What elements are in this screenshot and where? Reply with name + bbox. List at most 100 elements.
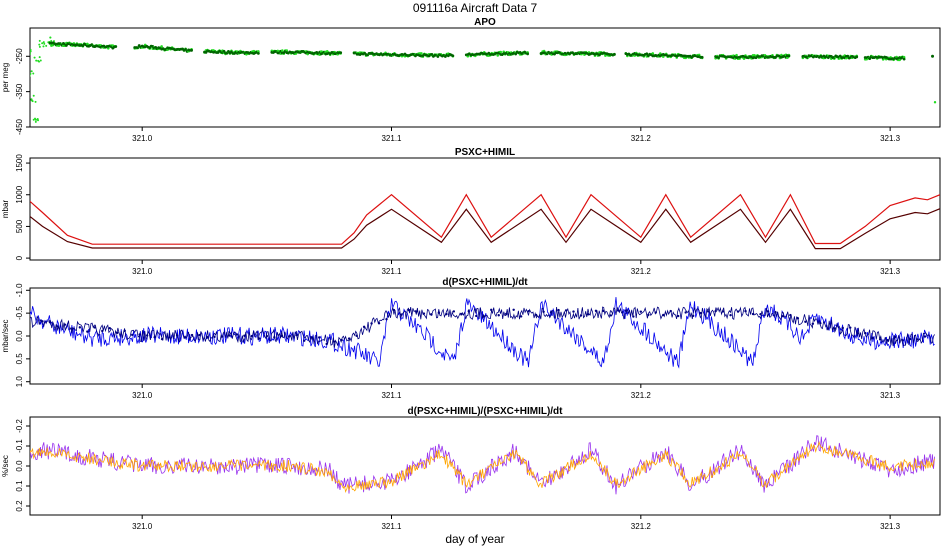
apo-point <box>281 49 284 52</box>
smooth-point <box>392 308 396 312</box>
x-tick-label: 321.1 <box>381 522 402 531</box>
apo-point <box>23 36 25 38</box>
y-tick-label: 0.2 <box>15 500 24 512</box>
x-axis-label: day of year <box>445 532 504 546</box>
apo-point <box>39 59 42 62</box>
x-tick-label: 321.2 <box>631 134 652 143</box>
smooth-point <box>220 335 224 338</box>
smooth-point <box>557 308 560 312</box>
y-tick-label: 0.0 <box>15 330 24 342</box>
apo-point <box>36 117 39 120</box>
apo-point <box>651 52 655 55</box>
apo-point <box>526 52 530 56</box>
apo-point <box>902 57 906 61</box>
y-axis-label: per meg <box>1 63 10 92</box>
apo-point <box>34 100 37 103</box>
apo-point <box>787 54 791 58</box>
apo-point <box>24 53 26 55</box>
apo-point <box>21 41 23 43</box>
smooth-point <box>415 310 418 313</box>
smooth-point <box>527 310 530 313</box>
x-tick-label: 321.0 <box>132 267 153 276</box>
apo-point <box>285 49 289 52</box>
plot-frame <box>29 27 941 128</box>
smooth-point <box>669 309 672 313</box>
smooth-point <box>430 313 433 316</box>
smooth-point <box>265 334 269 338</box>
smooth-point <box>542 310 545 313</box>
smooth-point <box>145 334 149 337</box>
y-tick-label: -0.2 <box>15 419 24 433</box>
apo-point <box>57 44 61 47</box>
smooth-point <box>86 330 89 333</box>
smooth-point <box>273 336 276 339</box>
apo-point <box>26 43 28 45</box>
smooth-point <box>422 312 426 315</box>
smooth-point <box>849 326 852 329</box>
smooth-point <box>183 336 186 339</box>
apo-point <box>25 41 27 43</box>
smooth-point <box>774 310 777 314</box>
apo-point <box>20 38 22 40</box>
smooth-point <box>377 322 381 325</box>
smooth-point <box>766 310 770 313</box>
smooth-point <box>512 308 515 312</box>
y-tick-label: 0.5 <box>15 353 24 365</box>
smooth-point <box>71 327 74 330</box>
smooth-point <box>138 333 141 336</box>
y-tick-label: -350 <box>15 83 24 100</box>
apo-point <box>30 48 32 51</box>
apo-point <box>38 39 41 42</box>
smooth-point <box>497 314 500 317</box>
smooth-point <box>923 335 927 338</box>
y-axis-label: mbar/sec <box>1 320 10 353</box>
apo-point <box>23 36 25 38</box>
smooth-point <box>721 310 725 313</box>
smooth-point <box>452 310 456 313</box>
apo-point <box>868 57 872 61</box>
smooth-point <box>93 326 97 329</box>
smooth-point <box>811 322 815 325</box>
smooth-point <box>706 310 710 313</box>
chart-panels: APO per meg -250 -350 -450 321.0 321.1 321.2 321… <box>1 17 941 531</box>
smooth-point <box>654 311 657 314</box>
smooth-point <box>400 313 403 316</box>
apo-point <box>52 40 55 43</box>
y-axis-label: %/sec <box>1 455 10 477</box>
apo-point <box>38 43 41 46</box>
apo-point <box>34 120 37 123</box>
apo-point <box>27 39 29 41</box>
apo-point <box>612 52 616 56</box>
smooth-point <box>490 308 493 312</box>
x-tick-label: 321.3 <box>880 134 901 143</box>
smooth-point <box>662 313 665 317</box>
smooth-point <box>445 312 448 316</box>
smooth-point <box>116 331 119 335</box>
smooth-point <box>310 336 313 339</box>
apo-point <box>499 50 503 54</box>
series-line <box>30 193 940 245</box>
smooth-point <box>437 311 441 314</box>
smooth-point <box>460 313 463 316</box>
x-tick-label: 321.2 <box>631 522 652 531</box>
apo-point <box>49 36 52 39</box>
y-tick-label: 0.1 <box>15 480 24 492</box>
apo-point <box>30 98 33 101</box>
apo-point <box>23 40 25 42</box>
smooth-point <box>482 315 485 318</box>
smooth-point <box>714 309 717 313</box>
smooth-point <box>108 326 111 330</box>
smooth-point <box>160 337 164 341</box>
smooth-point <box>355 334 358 337</box>
smooth-point <box>826 327 830 330</box>
apo-point <box>23 35 25 37</box>
apo-point <box>42 41 45 44</box>
smooth-point <box>549 311 553 314</box>
smooth-point <box>131 333 134 337</box>
apo-point <box>256 51 260 55</box>
apo-point <box>32 72 35 75</box>
apo-point <box>26 53 28 55</box>
x-tick-label: 321.0 <box>132 522 153 531</box>
smooth-point <box>63 323 67 326</box>
smooth-point <box>871 336 874 340</box>
